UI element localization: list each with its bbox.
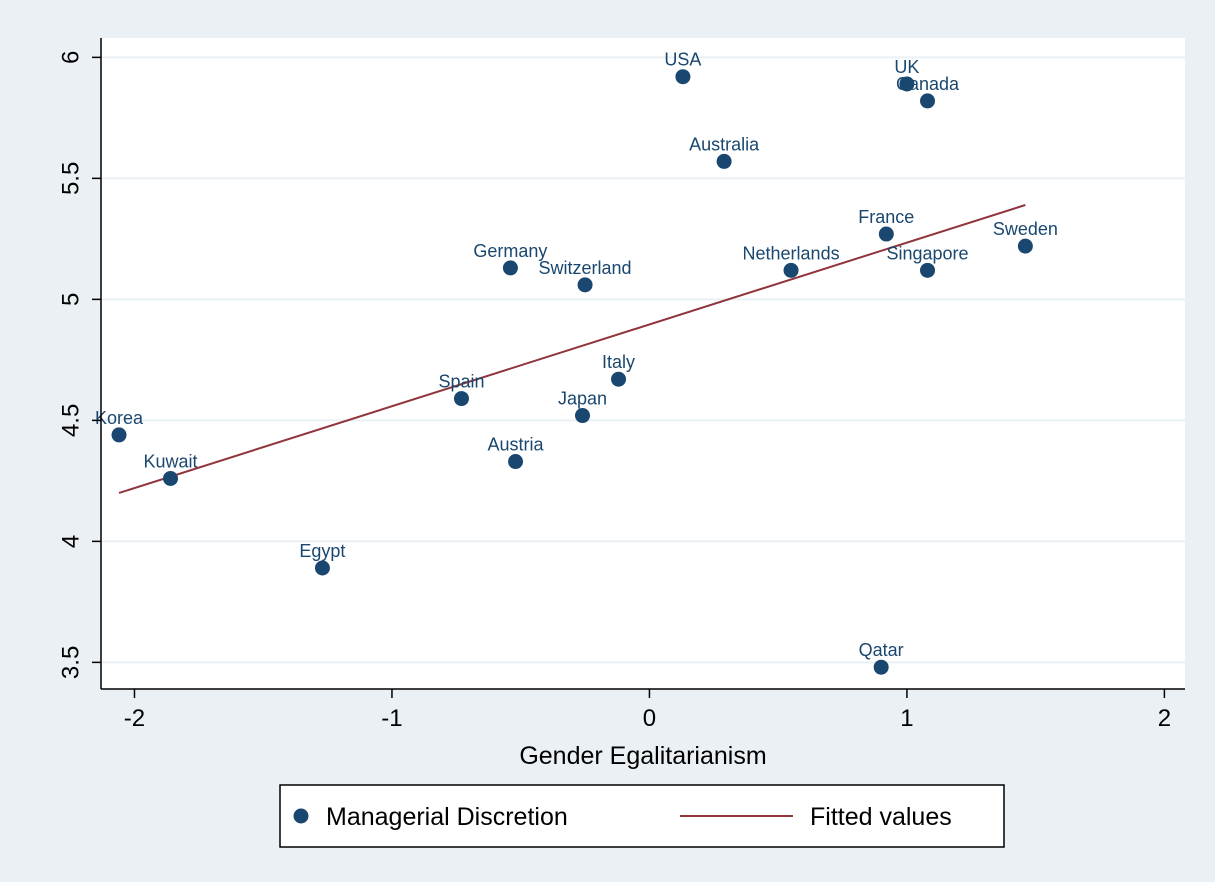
point-label-netherlands: Netherlands <box>743 243 840 263</box>
point-netherlands <box>783 262 799 278</box>
point-label-usa: USA <box>664 50 701 70</box>
plot-background <box>101 38 1185 689</box>
point-label-france: France <box>858 207 914 227</box>
point-usa <box>675 69 691 85</box>
point-label-switzerland: Switzerland <box>539 258 632 278</box>
x-tick-label-0: 0 <box>643 705 656 732</box>
data-points <box>111 69 1033 675</box>
point-label-germany: Germany <box>473 241 547 261</box>
x-tick-label-1: 1 <box>900 705 913 732</box>
point-uk <box>899 76 915 92</box>
y-tick-label-5: 5 <box>58 293 85 306</box>
point-italy <box>611 371 627 387</box>
point-switzerland <box>577 277 593 293</box>
point-australia <box>716 153 732 169</box>
point-egypt <box>314 560 330 576</box>
y-tick-label-6: 6 <box>58 51 85 64</box>
point-germany <box>502 260 518 276</box>
point-label-korea: Korea <box>95 408 144 428</box>
legend-marker-managerial-discretion <box>293 808 309 824</box>
grid-lines <box>101 56 1185 664</box>
x-axis-title: Gender Egalitarianism <box>519 742 766 770</box>
y-tick-label-3.5: 3.5 <box>58 646 85 679</box>
point-sweden <box>1017 238 1033 254</box>
point-label-sweden: Sweden <box>993 219 1058 239</box>
point-spain <box>453 391 469 407</box>
axes: -2 -1 0 1 2 3.5 4 4.5 5 5.5 6 <box>58 38 1185 732</box>
point-label-uk: UK <box>894 57 919 77</box>
point-label-qatar: Qatar <box>859 640 904 660</box>
point-singapore <box>920 262 936 278</box>
point-label-spain: Spain <box>438 372 484 392</box>
legend-label-managerial-discretion: Managerial Discretion <box>326 803 568 831</box>
fitted-values-line <box>118 204 1026 494</box>
point-label-japan: Japan <box>558 389 607 409</box>
y-tick-label-4.5: 4.5 <box>58 404 85 437</box>
point-japan <box>574 408 590 424</box>
y-tick-label-5.5: 5.5 <box>58 162 85 195</box>
point-label-australia: Australia <box>689 134 760 154</box>
legend-box <box>279 784 1005 848</box>
point-label-italy: Italy <box>602 352 635 372</box>
fitted-line-layer <box>118 204 1026 494</box>
point-label-egypt: Egypt <box>299 541 345 561</box>
point-qatar <box>873 659 889 675</box>
point-label-kuwait: Kuwait <box>144 451 198 471</box>
point-label-austria: Austria <box>488 435 545 455</box>
point-austria <box>508 454 524 470</box>
x-tick-label--1: -1 <box>381 705 402 732</box>
y-tick-label-4: 4 <box>58 535 85 548</box>
x-tick-label-2: 2 <box>1158 705 1171 732</box>
point-france <box>878 226 894 242</box>
point-kuwait <box>163 470 179 486</box>
point-label-singapore: Singapore <box>886 243 968 263</box>
x-tick-label--2: -2 <box>124 705 145 732</box>
legend: Managerial Discretion Fitted values <box>279 784 1005 848</box>
point-label-canada: Canada <box>896 74 960 94</box>
legend-label-fitted-values: Fitted values <box>810 803 952 831</box>
point-korea <box>111 427 127 443</box>
point-canada <box>920 93 936 109</box>
